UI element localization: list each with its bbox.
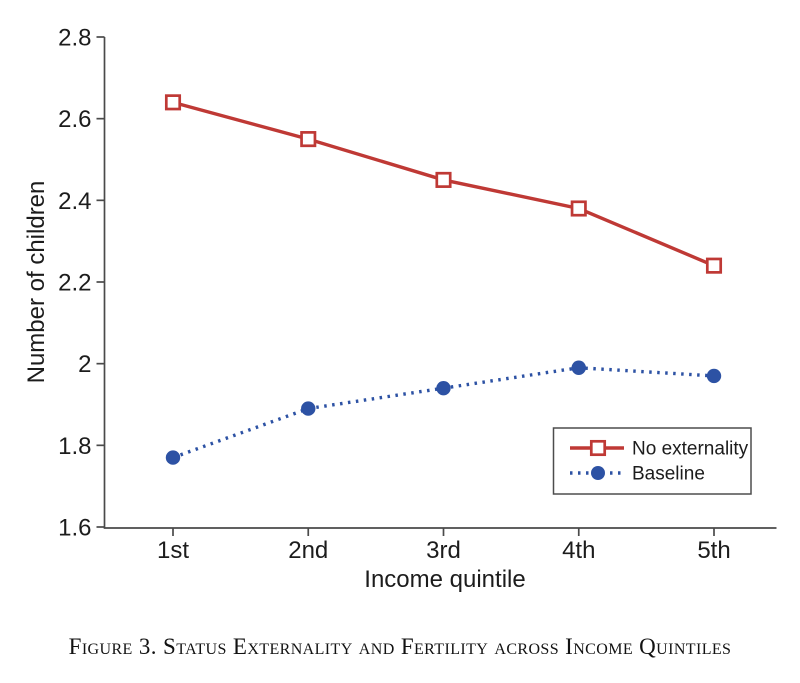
- series-baseline: [165, 360, 722, 465]
- legend-open-square-marker: [589, 439, 607, 457]
- y-tick-label: 2.8: [58, 25, 91, 52]
- x-axis-title: Income quintile: [364, 566, 525, 593]
- open-square-marker: [570, 200, 587, 217]
- x-tick-label: 3rd: [426, 537, 461, 564]
- y-axis-title: Number of children: [23, 181, 50, 384]
- filled-circle-marker: [165, 450, 181, 465]
- filled-circle-marker: [301, 401, 316, 416]
- fertility-line-chart: 1.6 1.8 2 2.2 2.4 2.6 2.8 1st 2nd 3rd 4th 5th Income…: [23, 25, 777, 593]
- legend-label: No externality: [632, 439, 749, 460]
- legend-box: [552, 427, 752, 495]
- open-square-marker: [435, 171, 452, 188]
- legend-item-no-externality: No externality: [570, 439, 749, 460]
- legend-label: Baseline: [632, 464, 705, 485]
- filled-circle-marker: [436, 380, 451, 396]
- filled-circle-marker: [706, 368, 722, 384]
- figure-caption: Figure 3. Status Externality and Fertili…: [68, 634, 732, 659]
- y-tick-label: 2.4: [58, 188, 91, 215]
- series-no-externality: [164, 94, 723, 274]
- legend: No externality Baseline: [552, 427, 752, 495]
- y-tick-label: 2.2: [58, 270, 91, 297]
- y-tick-label: 1.8: [58, 433, 91, 460]
- x-tick-label: 1st: [157, 537, 189, 564]
- open-square-marker: [300, 131, 317, 148]
- legend-item-baseline: Baseline: [570, 464, 705, 485]
- y-ticks: 1.6 1.8 2 2.2 2.4 2.6 2.8: [58, 25, 105, 542]
- legend-filled-circle-marker: [591, 466, 605, 480]
- open-square-marker: [164, 94, 182, 111]
- y-tick-label: 2.6: [58, 106, 91, 133]
- x-tick-label: 4th: [562, 537, 595, 564]
- filled-circle-marker: [571, 360, 586, 375]
- x-ticks: 1st 2nd 3rd 4th 5th: [157, 528, 731, 564]
- open-square-marker: [705, 257, 723, 274]
- x-tick-label: 5th: [697, 537, 730, 564]
- y-tick-label: 2: [78, 351, 91, 378]
- y-tick-label: 1.6: [58, 515, 91, 542]
- x-tick-label: 2nd: [288, 537, 328, 564]
